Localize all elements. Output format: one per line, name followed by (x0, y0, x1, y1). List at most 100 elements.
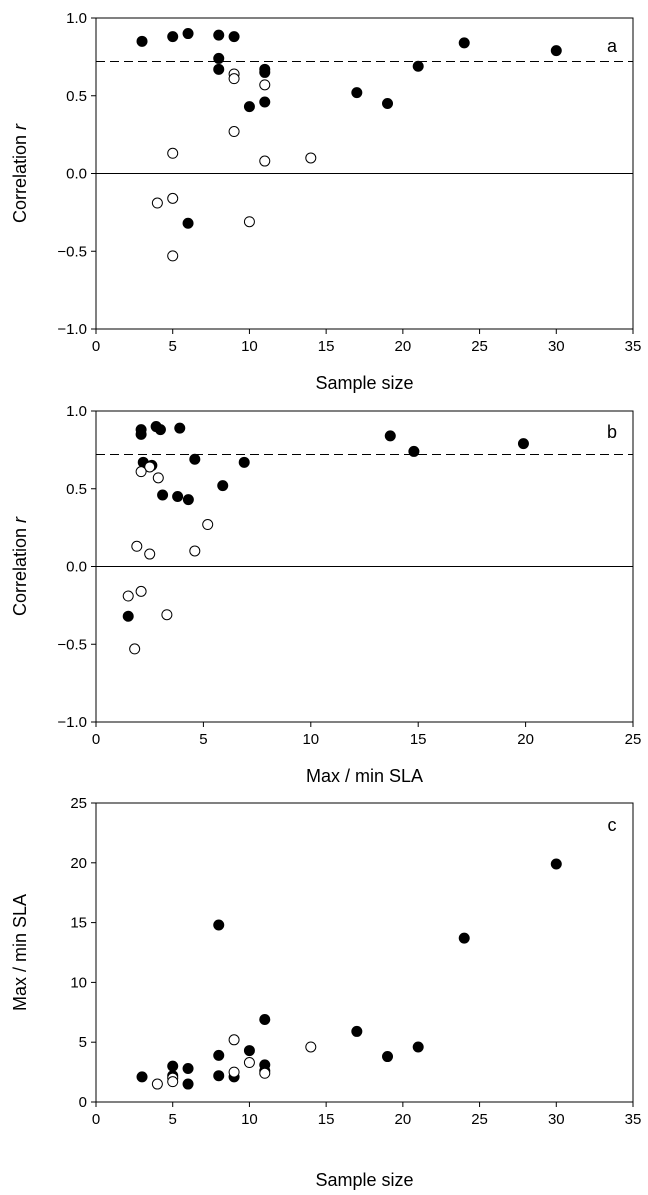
data-point-open (131, 540, 143, 552)
data-point-open (161, 609, 173, 621)
y-tick-label: 25 (70, 795, 87, 812)
data-point-filled (408, 445, 420, 457)
y-tick-label: −0.5 (57, 636, 87, 653)
data-point-filled (213, 919, 225, 931)
y-axis-label-b-symbol: r (10, 516, 30, 523)
data-point-open (167, 147, 179, 159)
data-point-open (151, 1078, 163, 1090)
x-tick-label: 20 (517, 731, 534, 748)
data-point-filled (243, 101, 255, 113)
data-point-filled (458, 37, 470, 49)
data-point-filled (213, 29, 225, 41)
data-point-filled (182, 1078, 194, 1090)
x-ticks-c: 0 5 10 15 20 25 30 35 (92, 1102, 642, 1128)
data-point-filled (550, 858, 562, 870)
data-point-open (259, 79, 271, 91)
data-point-filled (412, 60, 424, 72)
y-tick-label: 20 (70, 855, 87, 872)
data-point-filled (167, 31, 179, 43)
panel-b: 0 5 10 15 20 25 −1.0 −0.5 0.0 0.5 1.0 b Max / min… (10, 403, 641, 786)
data-point-filled (182, 494, 194, 506)
y-tick-label: 0 (79, 1094, 87, 1111)
y-axis-label-c-text: Max / min SLA (10, 894, 30, 1011)
data-point-filled (172, 491, 184, 503)
y-tick-label: 0.5 (66, 88, 87, 105)
data-point-open (243, 216, 255, 228)
y-ticks-c: 0 5 10 15 20 25 (70, 795, 96, 1111)
y-tick-label: 5 (79, 1034, 87, 1051)
x-tick-label: 10 (241, 338, 258, 355)
y-ticks-a: −1.0 −0.5 0.0 0.5 1.0 (57, 10, 96, 338)
y-tick-label: −0.5 (57, 243, 87, 260)
x-tick-label: 35 (625, 1111, 642, 1128)
data-point-filled (243, 1045, 255, 1057)
x-tick-label: 30 (548, 1111, 565, 1128)
data-point-open (202, 519, 214, 531)
data-point-filled (154, 424, 166, 436)
reference-lines-b (96, 454, 633, 567)
data-point-filled (550, 45, 562, 57)
data-point-filled (213, 52, 225, 64)
x-tick-label: 0 (92, 731, 100, 748)
y-axis-label-a-text: Correlation (10, 135, 30, 223)
data-point-filled (412, 1041, 424, 1053)
data-point-open (129, 643, 141, 655)
panel-label-a: a (607, 36, 618, 56)
data-point-open (305, 152, 317, 164)
data-point-filled (167, 1060, 179, 1072)
y-tick-label: 0.0 (66, 166, 87, 183)
x-axis-label-b: Max / min SLA (306, 766, 423, 786)
data-point-open (167, 192, 179, 204)
x-tick-label: 10 (302, 731, 319, 748)
x-tick-label: 30 (548, 338, 565, 355)
data-point-filled (213, 1049, 225, 1061)
x-tick-label: 0 (92, 1111, 100, 1128)
panel-a: 0 5 10 15 20 25 30 35 −1.0 −0.5 0.0 0.5 1.0 a Sampl… (10, 10, 641, 393)
y-tick-label: 1.0 (66, 10, 87, 27)
x-tick-label: 5 (169, 338, 177, 355)
points-a (136, 28, 562, 262)
data-point-open (144, 461, 156, 473)
y-axis-label-c: Max / min SLA (10, 894, 30, 1011)
x-ticks-b: 0 5 10 15 20 25 (92, 722, 641, 748)
x-tick-label: 25 (471, 338, 488, 355)
plot-area-c (95, 802, 634, 1103)
data-point-filled (174, 422, 186, 434)
reference-lines-a (96, 61, 633, 174)
data-point-filled (217, 480, 229, 492)
data-point-open (305, 1041, 317, 1053)
data-point-open (228, 126, 240, 138)
data-point-filled (213, 63, 225, 75)
data-point-filled (157, 489, 169, 501)
x-tick-label: 25 (471, 1111, 488, 1128)
data-point-open (228, 73, 240, 85)
x-tick-label: 35 (625, 338, 642, 355)
data-point-filled (182, 217, 194, 229)
data-point-open (243, 1057, 255, 1069)
data-point-filled (351, 87, 363, 99)
data-point-filled (351, 1025, 363, 1037)
data-point-filled (122, 610, 134, 622)
y-axis-label-a: Correlation r (10, 123, 30, 223)
y-tick-label: 0.0 (66, 559, 87, 576)
data-point-open (189, 545, 201, 557)
data-point-open (167, 250, 179, 262)
x-tick-label: 5 (169, 1111, 177, 1128)
data-point-filled (182, 28, 194, 40)
x-tick-label: 0 (92, 338, 100, 355)
x-tick-label: 15 (318, 338, 335, 355)
y-tick-label: 15 (70, 915, 87, 932)
x-tick-label: 15 (410, 731, 427, 748)
data-point-open (135, 466, 147, 478)
data-point-filled (136, 1071, 148, 1083)
y-axis-label-a-symbol: r (10, 123, 30, 130)
data-point-open (167, 1076, 179, 1088)
y-tick-label: 10 (70, 974, 87, 991)
data-point-open (122, 590, 134, 602)
y-tick-label: 0.5 (66, 481, 87, 498)
data-point-filled (517, 438, 529, 450)
data-point-filled (182, 1063, 194, 1075)
x-tick-label: 20 (395, 338, 412, 355)
data-point-open (144, 548, 156, 560)
